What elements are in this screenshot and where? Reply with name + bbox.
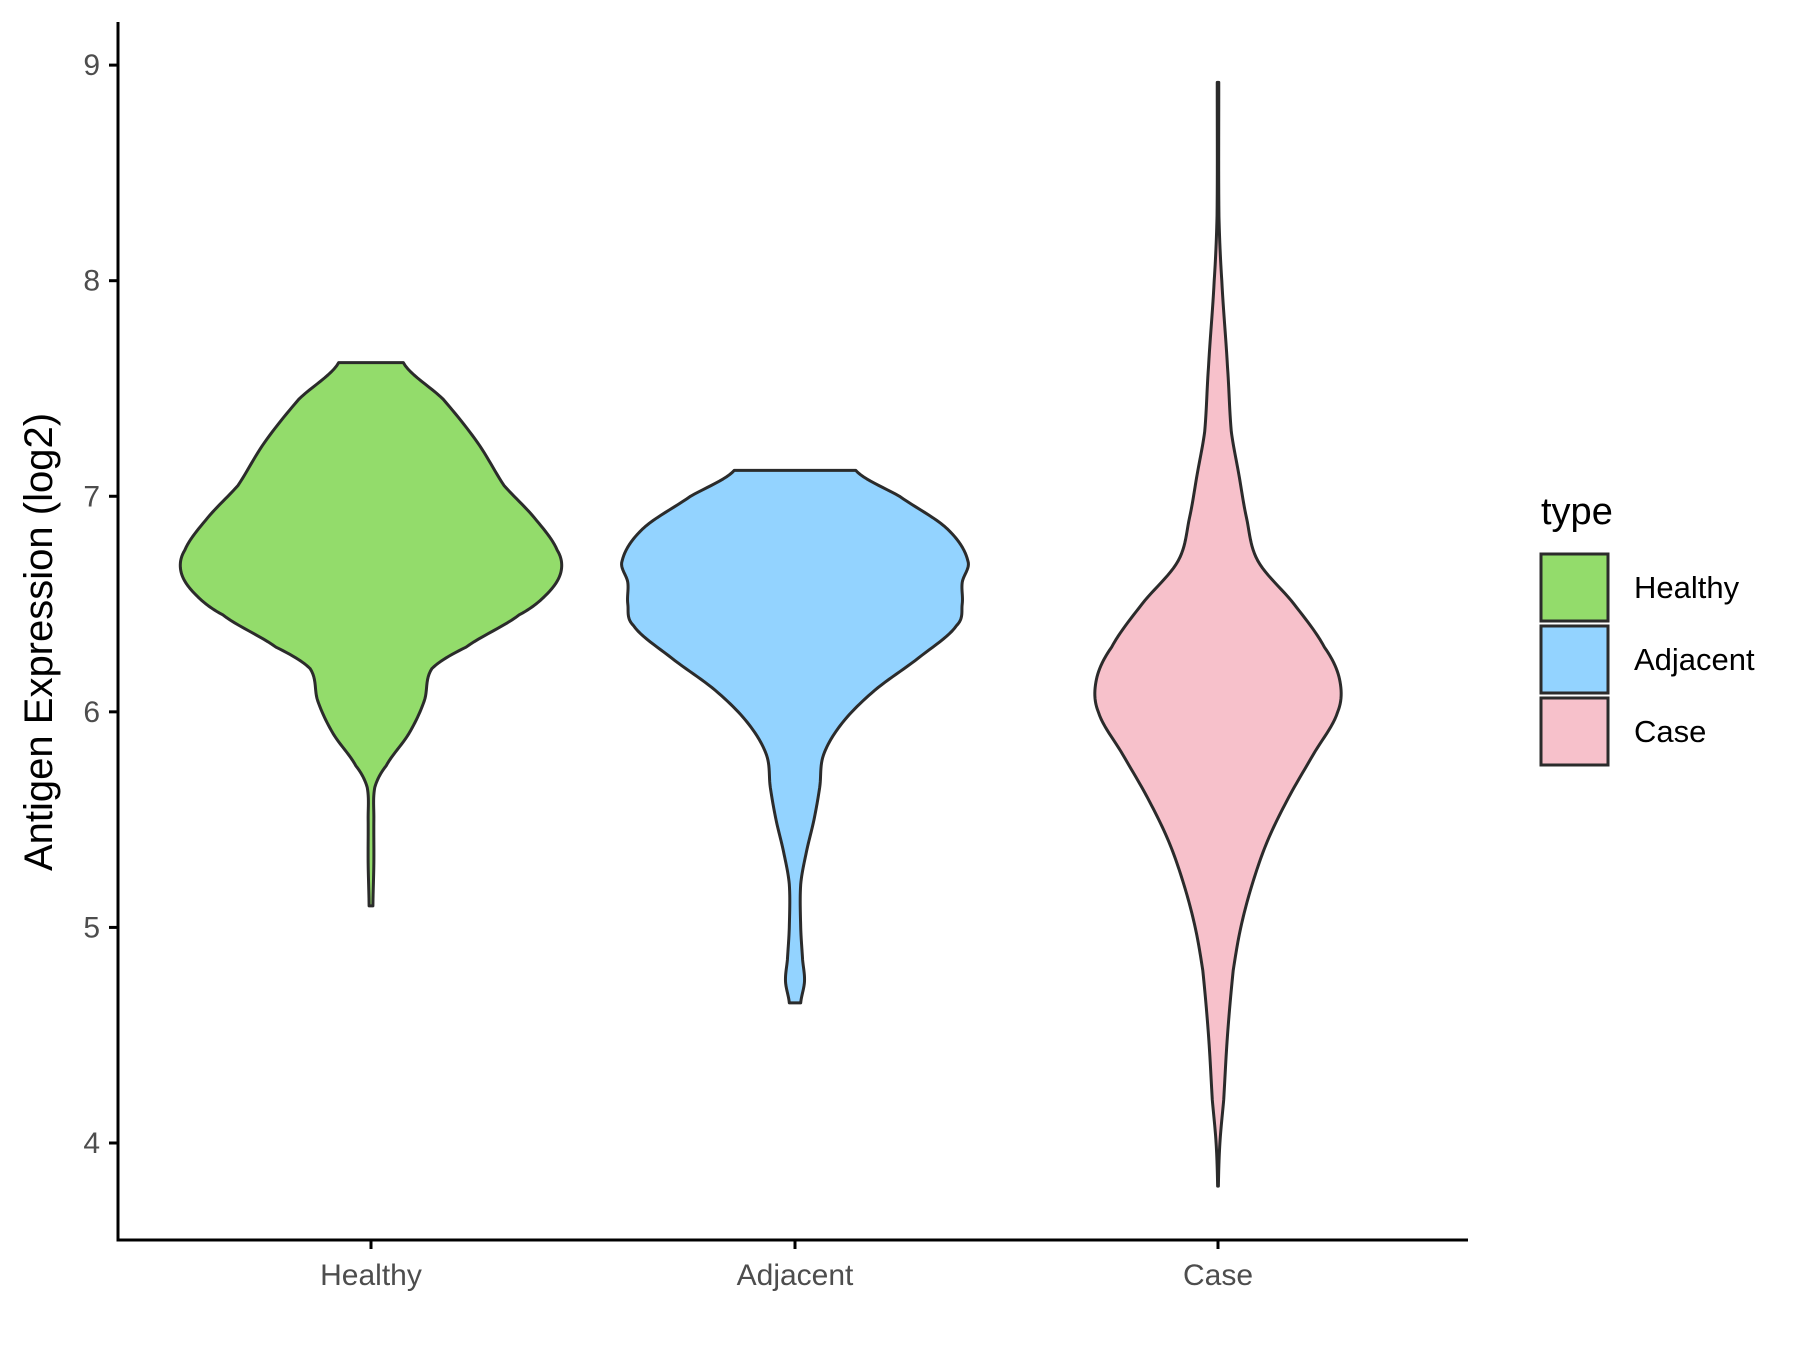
legend-title: type — [1541, 491, 1613, 533]
y-tick-label: 6 — [83, 696, 100, 729]
legend-label-case: Case — [1634, 714, 1706, 749]
legend: type Healthy Adjacent Case — [1539, 491, 1755, 767]
violin-case — [1093, 80, 1343, 1188]
y-axis-title: Antigen Expression (log2) — [17, 413, 61, 871]
violin-layer — [178, 80, 1343, 1188]
legend-label-adjacent: Adjacent — [1634, 642, 1755, 677]
x-tick-label: Healthy — [320, 1259, 422, 1292]
y-tick-label: 4 — [83, 1127, 100, 1160]
legend-swatch-case — [1539, 696, 1610, 767]
x-axis-ticks: Healthy Adjacent Case — [320, 1240, 1253, 1292]
y-tick-label: 9 — [83, 49, 100, 82]
y-tick-label: 8 — [83, 265, 100, 298]
legend-label-healthy: Healthy — [1634, 570, 1740, 605]
y-axis-ticks: 4 5 6 7 8 9 — [83, 49, 118, 1160]
violin-adjacent — [620, 468, 970, 1005]
violin-healthy — [178, 361, 564, 908]
legend-swatch-healthy — [1539, 552, 1610, 623]
y-tick-label: 7 — [83, 480, 100, 513]
y-tick-label: 5 — [83, 911, 100, 944]
x-tick-label: Adjacent — [737, 1259, 854, 1292]
legend-swatch-adjacent — [1539, 624, 1610, 695]
x-tick-label: Case — [1183, 1259, 1253, 1292]
